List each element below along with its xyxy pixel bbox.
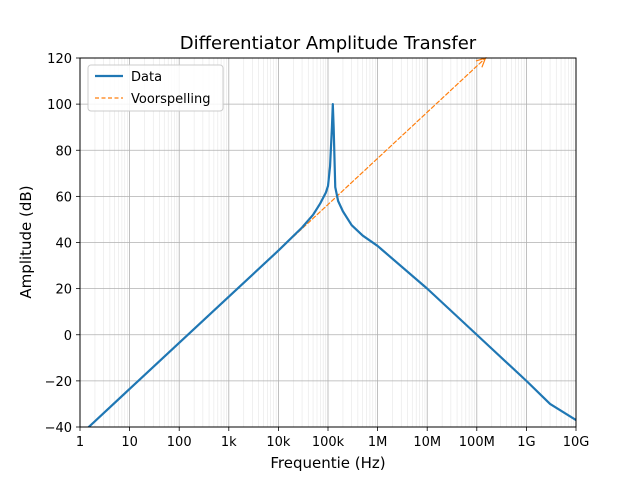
y-tick-label: 20 [55,283,72,298]
y-tick-label: −40 [45,421,72,436]
x-tick-label: 1M [368,435,388,450]
series-layer [87,58,576,427]
legend: Data Voorspelling [87,64,224,112]
x-tick-label: 1G [517,435,535,450]
x-tick-label: 10k [266,435,291,450]
x-tick-label: 1k [221,435,237,450]
x-tick-label: 10G [563,435,590,450]
y-tick-label: 0 [64,329,72,344]
x-tick-label: 10M [413,435,441,450]
x-tick-label: 100 [167,435,192,450]
x-tick-label: 1 [76,435,84,450]
x-tick-label: 10 [121,435,138,450]
series-line-data [87,103,576,427]
legend-label-data: Data [131,70,162,85]
y-tick-label: 120 [47,52,72,67]
y-tick-label: 100 [47,98,72,113]
legend-label-voorspelling: Voorspelling [131,92,211,107]
y-axis-ticks: −40 −20 0 20 40 60 80 100 120 [45,52,80,436]
x-axis-label: Frequentie (Hz) [270,454,385,472]
y-tick-label: 80 [55,144,72,159]
x-axis-ticks: 1 10 100 1k 10k 100k 1M 10M 100M 1G 10G [76,427,589,450]
major-grid [79,57,577,428]
chart-title: Differentiator Amplitude Transfer [180,33,477,54]
y-axis-label: Amplitude (dB) [17,185,35,298]
y-tick-label: −20 [45,375,72,390]
x-tick-label: 100k [312,435,345,450]
x-tick-label: 100M [459,435,495,450]
y-tick-label: 40 [55,237,72,252]
y-tick-label: 60 [55,190,72,205]
